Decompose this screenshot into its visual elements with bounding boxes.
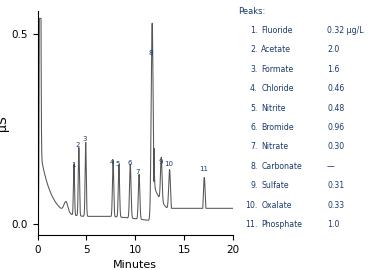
Text: 0.48: 0.48 bbox=[327, 103, 344, 113]
Text: 6: 6 bbox=[127, 160, 132, 166]
Text: 2: 2 bbox=[76, 141, 80, 147]
Text: —: — bbox=[327, 162, 335, 171]
Text: Bromide: Bromide bbox=[261, 123, 294, 132]
Text: 0.30: 0.30 bbox=[327, 143, 344, 151]
Text: 7: 7 bbox=[136, 169, 140, 175]
Text: 4: 4 bbox=[109, 159, 114, 165]
Text: 1.6: 1.6 bbox=[327, 65, 340, 73]
Text: 2.0: 2.0 bbox=[327, 45, 340, 54]
Text: 1.0: 1.0 bbox=[327, 220, 340, 230]
X-axis label: Minutes: Minutes bbox=[113, 260, 158, 270]
Text: Oxalate: Oxalate bbox=[261, 201, 292, 210]
Text: Chloride: Chloride bbox=[261, 84, 294, 93]
Text: 3: 3 bbox=[83, 136, 87, 142]
Text: 11.: 11. bbox=[245, 220, 258, 230]
Text: Fluoride: Fluoride bbox=[261, 26, 293, 35]
Text: 0.31: 0.31 bbox=[327, 181, 344, 190]
Text: Phosphate: Phosphate bbox=[261, 220, 302, 230]
Text: Formate: Formate bbox=[261, 65, 294, 73]
Text: 10.: 10. bbox=[245, 201, 258, 210]
Text: 0.33: 0.33 bbox=[327, 201, 344, 210]
Text: Acetate: Acetate bbox=[261, 45, 291, 54]
Text: 4.: 4. bbox=[250, 84, 258, 93]
Text: 1.: 1. bbox=[250, 26, 258, 35]
Text: 7.: 7. bbox=[250, 143, 258, 151]
Text: Nitrate: Nitrate bbox=[261, 143, 288, 151]
Y-axis label: μS: μS bbox=[0, 115, 9, 131]
Text: 2.: 2. bbox=[250, 45, 258, 54]
Text: Nitrite: Nitrite bbox=[261, 103, 286, 113]
Text: 5: 5 bbox=[115, 161, 120, 167]
Text: 0.46: 0.46 bbox=[327, 84, 344, 93]
Text: 6.: 6. bbox=[250, 123, 258, 132]
Text: 3.: 3. bbox=[250, 65, 258, 73]
Text: 11: 11 bbox=[199, 166, 208, 172]
Text: Peaks:: Peaks: bbox=[238, 7, 265, 16]
Text: Carbonate: Carbonate bbox=[261, 162, 302, 171]
Text: Sulfate: Sulfate bbox=[261, 181, 289, 190]
Text: 5.: 5. bbox=[250, 103, 258, 113]
Text: 0.96: 0.96 bbox=[327, 123, 344, 132]
Text: 10: 10 bbox=[164, 161, 173, 167]
Text: 8.: 8. bbox=[250, 162, 258, 171]
Text: 9.: 9. bbox=[250, 181, 258, 190]
Text: 0.32 μg/L: 0.32 μg/L bbox=[327, 26, 364, 35]
Text: 9: 9 bbox=[158, 159, 162, 165]
Text: 8: 8 bbox=[148, 50, 153, 56]
Text: 1: 1 bbox=[71, 163, 76, 168]
